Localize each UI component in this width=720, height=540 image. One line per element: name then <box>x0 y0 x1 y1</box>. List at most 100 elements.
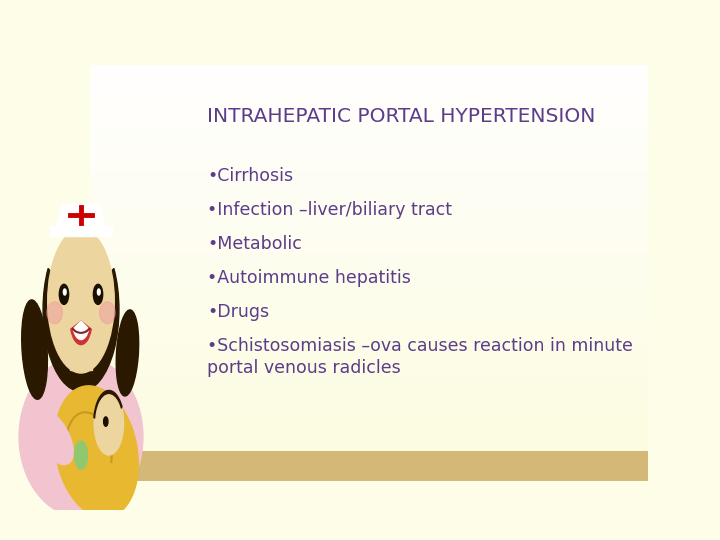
Ellipse shape <box>116 310 139 396</box>
FancyBboxPatch shape <box>90 123 648 127</box>
FancyBboxPatch shape <box>90 166 648 171</box>
Text: •Cirrhosis: •Cirrhosis <box>207 167 293 185</box>
FancyBboxPatch shape <box>90 239 648 243</box>
FancyBboxPatch shape <box>90 349 648 354</box>
FancyBboxPatch shape <box>90 301 648 306</box>
FancyBboxPatch shape <box>90 340 648 345</box>
FancyBboxPatch shape <box>90 65 648 70</box>
Circle shape <box>63 289 66 295</box>
FancyBboxPatch shape <box>90 296 648 301</box>
FancyBboxPatch shape <box>90 379 648 383</box>
Text: •Autoimmune hepatitis: •Autoimmune hepatitis <box>207 269 411 287</box>
FancyBboxPatch shape <box>90 142 648 147</box>
FancyBboxPatch shape <box>90 446 648 451</box>
FancyBboxPatch shape <box>90 89 648 94</box>
FancyBboxPatch shape <box>90 127 648 132</box>
Ellipse shape <box>55 386 138 518</box>
FancyBboxPatch shape <box>90 374 648 379</box>
Bar <box>70 329 92 370</box>
Text: •Infection –liver/biliary tract: •Infection –liver/biliary tract <box>207 201 452 219</box>
FancyBboxPatch shape <box>90 248 648 253</box>
FancyBboxPatch shape <box>90 325 648 330</box>
FancyBboxPatch shape <box>90 157 648 161</box>
FancyBboxPatch shape <box>90 190 648 195</box>
Wedge shape <box>43 268 119 392</box>
FancyBboxPatch shape <box>90 94 648 99</box>
FancyBboxPatch shape <box>90 315 648 320</box>
FancyBboxPatch shape <box>90 388 648 393</box>
FancyBboxPatch shape <box>90 436 648 441</box>
FancyBboxPatch shape <box>90 229 648 234</box>
FancyBboxPatch shape <box>90 393 648 397</box>
Wedge shape <box>94 390 122 423</box>
FancyBboxPatch shape <box>90 441 648 446</box>
FancyBboxPatch shape <box>90 267 648 272</box>
FancyBboxPatch shape <box>90 292 648 296</box>
FancyBboxPatch shape <box>90 335 648 340</box>
FancyBboxPatch shape <box>90 113 648 118</box>
FancyBboxPatch shape <box>90 431 648 436</box>
FancyBboxPatch shape <box>90 402 648 407</box>
FancyBboxPatch shape <box>90 243 648 248</box>
FancyBboxPatch shape <box>90 108 648 113</box>
FancyBboxPatch shape <box>90 383 648 388</box>
FancyBboxPatch shape <box>90 180 648 185</box>
FancyBboxPatch shape <box>90 161 648 166</box>
FancyBboxPatch shape <box>90 171 648 176</box>
Ellipse shape <box>22 300 48 399</box>
FancyBboxPatch shape <box>90 282 648 287</box>
FancyBboxPatch shape <box>90 397 648 402</box>
FancyBboxPatch shape <box>90 185 648 190</box>
FancyBboxPatch shape <box>90 311 648 315</box>
Ellipse shape <box>47 302 63 323</box>
FancyBboxPatch shape <box>90 205 648 210</box>
FancyBboxPatch shape <box>90 195 648 200</box>
Polygon shape <box>56 204 106 226</box>
FancyBboxPatch shape <box>90 262 648 267</box>
FancyBboxPatch shape <box>90 345 648 349</box>
FancyBboxPatch shape <box>90 137 648 142</box>
Text: •Drugs: •Drugs <box>207 303 269 321</box>
Bar <box>50 226 112 236</box>
Circle shape <box>96 395 122 451</box>
Wedge shape <box>71 321 91 345</box>
FancyBboxPatch shape <box>90 103 648 108</box>
FancyBboxPatch shape <box>90 359 648 364</box>
Text: INTRAHEPATIC PORTAL HYPERTENSION: INTRAHEPATIC PORTAL HYPERTENSION <box>207 107 595 126</box>
FancyBboxPatch shape <box>90 287 648 292</box>
FancyBboxPatch shape <box>90 451 648 481</box>
FancyBboxPatch shape <box>90 75 648 79</box>
FancyBboxPatch shape <box>90 219 648 224</box>
FancyBboxPatch shape <box>90 152 648 157</box>
Ellipse shape <box>33 409 73 464</box>
FancyBboxPatch shape <box>90 253 648 258</box>
FancyBboxPatch shape <box>90 272 648 277</box>
Ellipse shape <box>99 302 115 323</box>
FancyBboxPatch shape <box>90 369 648 374</box>
FancyBboxPatch shape <box>90 258 648 262</box>
FancyBboxPatch shape <box>90 417 648 422</box>
FancyBboxPatch shape <box>90 354 648 359</box>
FancyBboxPatch shape <box>90 70 648 75</box>
FancyBboxPatch shape <box>90 210 648 214</box>
FancyBboxPatch shape <box>90 277 648 282</box>
FancyBboxPatch shape <box>90 234 648 239</box>
Circle shape <box>104 417 108 426</box>
Text: fppt.com: fppt.com <box>98 467 141 477</box>
FancyBboxPatch shape <box>90 79 648 84</box>
FancyBboxPatch shape <box>90 200 648 205</box>
FancyBboxPatch shape <box>90 147 648 152</box>
FancyBboxPatch shape <box>90 99 648 103</box>
FancyBboxPatch shape <box>90 427 648 431</box>
FancyBboxPatch shape <box>90 422 648 427</box>
Wedge shape <box>73 321 89 340</box>
Circle shape <box>97 289 100 295</box>
FancyBboxPatch shape <box>90 132 648 137</box>
FancyBboxPatch shape <box>90 407 648 412</box>
Circle shape <box>94 284 103 305</box>
FancyBboxPatch shape <box>90 412 648 417</box>
FancyBboxPatch shape <box>90 320 648 325</box>
FancyBboxPatch shape <box>90 330 648 335</box>
FancyBboxPatch shape <box>90 118 648 123</box>
Circle shape <box>74 441 88 469</box>
